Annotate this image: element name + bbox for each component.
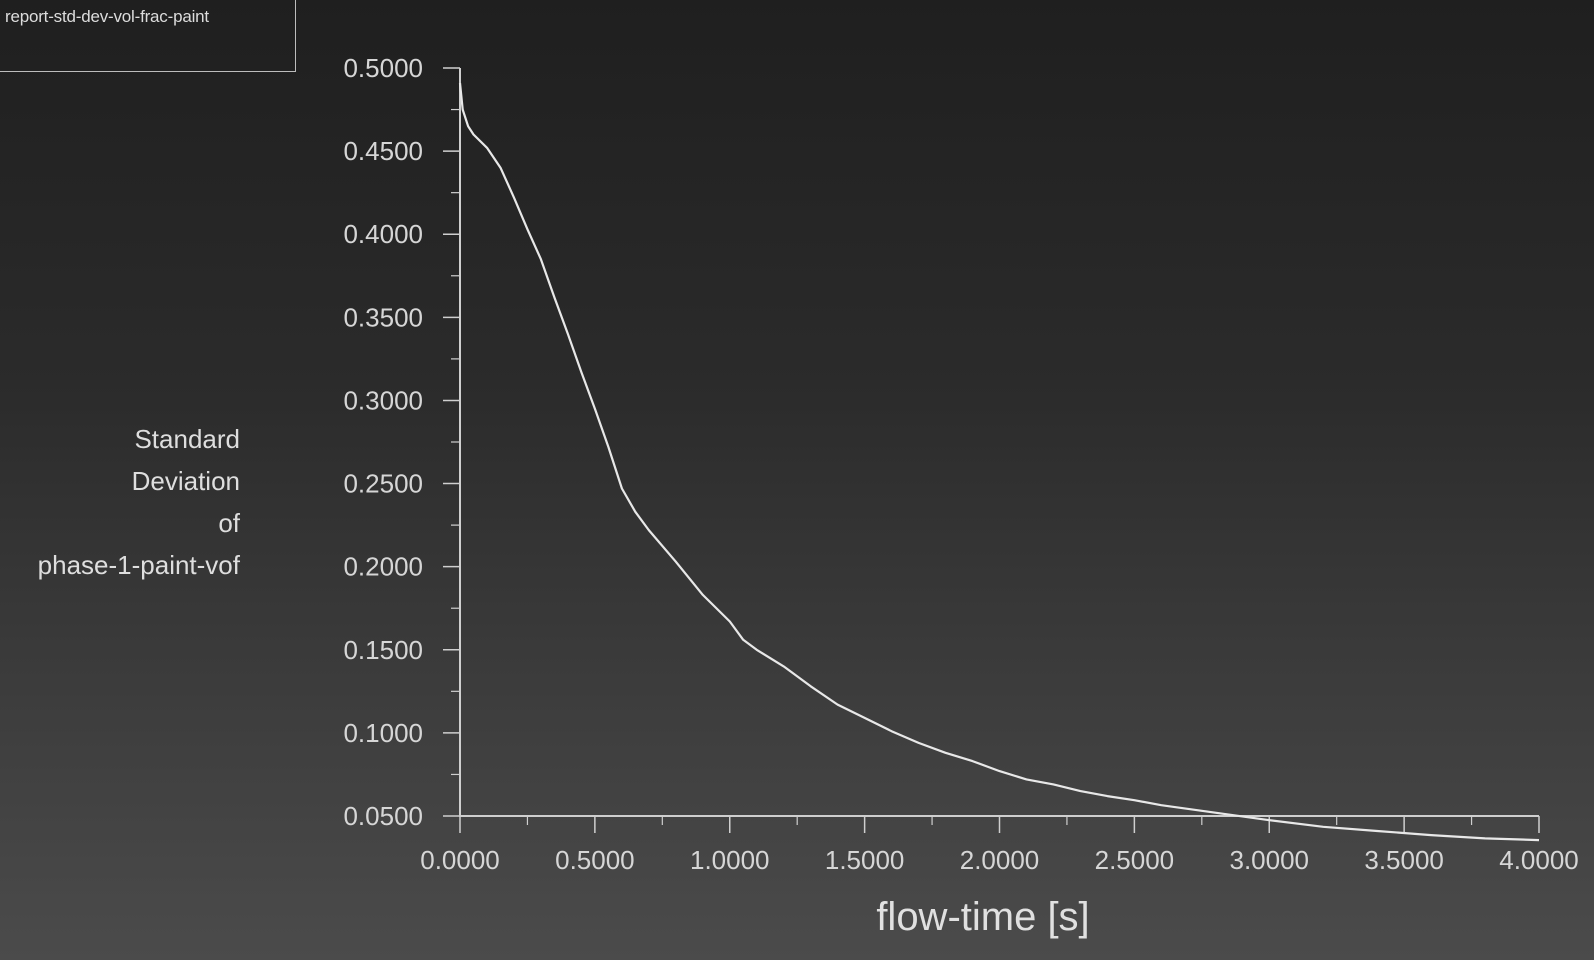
y-axis-label-line: of <box>218 508 240 538</box>
y-tick-label: 0.4500 <box>343 136 423 166</box>
x-tick-label: 2.0000 <box>960 845 1040 875</box>
axes: 0.0500 0.1000 0.1500 0.2000 0.2500 0.3000 0.35… <box>343 53 1578 875</box>
y-tick-label: 0.1500 <box>343 635 423 665</box>
y-tick-label: 0.2500 <box>343 469 423 499</box>
x-tick-label: 3.5000 <box>1364 845 1444 875</box>
y-tick-label: 0.4000 <box>343 219 423 249</box>
series-line <box>458 82 1540 842</box>
x-tick-label: 1.0000 <box>690 845 770 875</box>
x-tick-label: 0.5000 <box>555 845 635 875</box>
y-tick-label: 0.3000 <box>343 385 423 415</box>
y-axis-label-line: phase-1-paint-vof <box>37 550 240 580</box>
y-tick-label: 0.2000 <box>343 552 423 582</box>
x-tick-label: 2.5000 <box>1095 845 1175 875</box>
y-tick-label: 0.0500 <box>343 801 423 831</box>
y-axis-label-line: Deviation <box>131 466 240 496</box>
y-axis-label-line: Standard <box>134 424 240 454</box>
y-tick-label: 0.5000 <box>343 53 423 83</box>
x-tick-label: 1.5000 <box>825 845 905 875</box>
x-tick-label: 3.0000 <box>1229 845 1309 875</box>
x-axis-title: flow-time [s] <box>876 895 1089 939</box>
y-tick-label: 0.1000 <box>343 718 423 748</box>
y-tick-label: 0.3500 <box>343 302 423 332</box>
x-tick-label: 0.0000 <box>420 845 500 875</box>
y-axis-label: Standard Deviation of phase-1-paint-vof <box>0 418 240 586</box>
legend-box: report-std-dev-vol-frac-paint <box>0 0 296 72</box>
x-tick-label: 4.0000 <box>1499 845 1579 875</box>
legend-label: report-std-dev-vol-frac-paint <box>5 7 209 26</box>
plot-area <box>458 82 1540 842</box>
